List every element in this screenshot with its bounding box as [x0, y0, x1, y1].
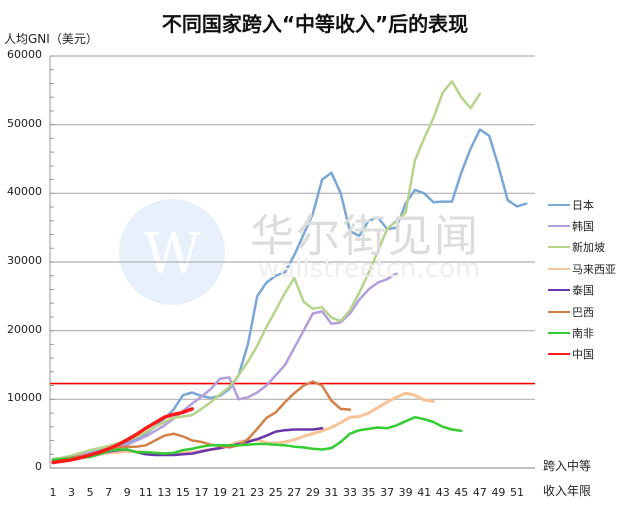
x-tick-label: 45: [454, 486, 469, 499]
x-tick-label: 19: [213, 486, 228, 499]
legend-item: 泰国: [548, 280, 616, 301]
series-line: [51, 415, 463, 462]
axes: [49, 55, 535, 469]
chart-title: 不同国家跨入“中等收入”后的表现: [161, 12, 469, 36]
x-tick-label: 7: [105, 486, 113, 499]
legend-swatch-icon: [548, 267, 570, 270]
x-tick-label: 27: [287, 486, 302, 499]
x-tick-label: 43: [435, 486, 450, 499]
x-tick-label: 51: [510, 486, 524, 499]
x-tick-label: 31: [324, 486, 339, 499]
x-tick-label: 29: [305, 486, 320, 499]
legend-swatch-icon: [548, 203, 570, 206]
series-line: [51, 272, 398, 461]
legend-swatch-icon: [548, 246, 570, 249]
x-tick-label: 1: [49, 486, 57, 499]
x-tick-label: 11: [138, 486, 153, 499]
svg-text:W: W: [143, 222, 201, 287]
x-tick-label: 33: [342, 486, 357, 499]
legend-item: 南非: [548, 322, 616, 343]
y-tick-label: 60000: [7, 48, 42, 61]
x-tick-label: 15: [175, 486, 190, 499]
legend-swatch-icon: [548, 310, 570, 313]
x-tick-label: 35: [361, 486, 376, 499]
watermark-logo: W: [119, 199, 225, 305]
x-tick-label: 47: [472, 486, 487, 499]
legend-swatch-icon: [548, 332, 570, 335]
series-line: [51, 128, 528, 462]
legend-item: 新加坡: [548, 237, 616, 258]
x-tick-label: 23: [250, 486, 265, 499]
legend-label: 中国: [572, 348, 594, 362]
watermark-text: 华尔街见闻: [250, 211, 480, 262]
legend-label: 日本: [572, 198, 594, 212]
y-axis-label: 人均GNI（美元）: [4, 32, 98, 46]
x-axis-label-line2: 收入年限: [543, 484, 592, 498]
y-tick-label: 40000: [7, 185, 42, 199]
y-tick-label: 30000: [7, 254, 42, 267]
legend-swatch-icon: [548, 289, 570, 292]
x-tick-label: 17: [194, 486, 209, 499]
x-tick-label: 21: [231, 486, 246, 499]
legend-item: 中国: [548, 344, 616, 365]
legend-item: 日本: [548, 194, 616, 215]
legend-label: 泰国: [572, 284, 594, 298]
gridlines: [50, 55, 535, 400]
legend-label: 南非: [572, 327, 594, 341]
x-tick-label: 41: [417, 486, 432, 499]
legend-swatch-icon: [548, 225, 570, 228]
series-lines: [51, 80, 528, 465]
y-tick-label: 10000: [7, 391, 42, 405]
series-line: [51, 407, 194, 465]
legend-label: 韩国: [572, 220, 594, 234]
x-axis-label-line1: 跨入中等: [543, 459, 592, 473]
x-tick-label: 13: [157, 486, 172, 499]
legend-label: 巴西: [572, 305, 594, 319]
x-tick-label: 37: [380, 486, 395, 499]
legend-swatch-icon: [548, 353, 570, 356]
legend-label: 新加坡: [572, 241, 605, 255]
x-tick-label: 39: [398, 486, 413, 499]
x-tick-label: 9: [123, 486, 131, 499]
x-tick-label: 25: [268, 486, 283, 499]
x-tick-label: 3: [68, 486, 76, 499]
x-tick-label: 5: [86, 486, 94, 499]
watermark-url: wallstreetcn.com: [258, 254, 481, 284]
y-tick-label: 50000: [7, 116, 42, 130]
legend-label: 马来西亚: [572, 262, 616, 276]
legend-item: 马来西亚: [548, 258, 616, 279]
legend-item: 巴西: [548, 301, 616, 322]
y-tick-label: 20000: [7, 322, 42, 336]
y-tick-label: 0: [35, 460, 42, 473]
x-tick-label: 49: [491, 486, 506, 499]
legend-item: 韩国: [548, 215, 616, 236]
legend: 日本韩国新加坡马来西亚泰国巴西南非中国: [548, 194, 616, 365]
